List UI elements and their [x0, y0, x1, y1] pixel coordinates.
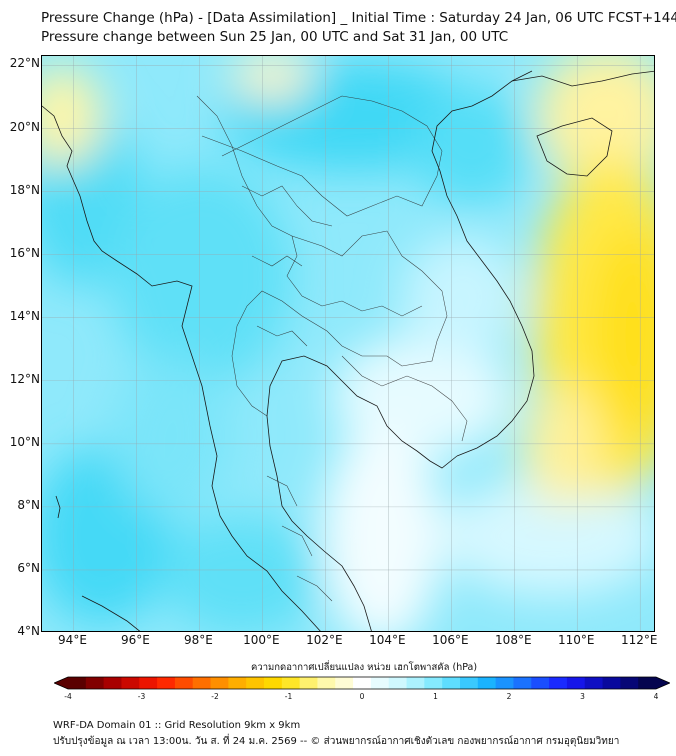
colorbar-tick-label: -3: [137, 692, 146, 701]
colorbar-cell: [566, 677, 586, 689]
chart-subtitle: Pressure change between Sun 25 Jan, 00 U…: [41, 29, 509, 45]
latitude-tick-label: 16°N: [9, 245, 40, 260]
colorbar-cell: [335, 677, 354, 689]
longitude-tick-label: 96°E: [121, 633, 150, 647]
admin-borders: [196, 95, 468, 602]
colorbar: [54, 676, 670, 690]
latitude-tick-label: 14°N: [9, 308, 40, 323]
colorbar-cell: [531, 677, 550, 689]
coastline-malay-west: [211, 455, 321, 631]
colorbar-tick-label: -4: [64, 692, 72, 701]
longitude-tick-label: 106°E: [432, 633, 469, 647]
colorbar-cell: [246, 677, 265, 689]
longitude-tick-label: 104°E: [369, 633, 406, 647]
colorbar-tick-label: 3: [580, 692, 585, 701]
colorbar-tick-label: 0: [359, 692, 365, 701]
latitude-tick-label: 20°N: [9, 119, 40, 134]
latitude-tick-label: 6°N: [17, 560, 40, 575]
colorbar-cell: [103, 677, 122, 689]
graticule: [42, 56, 654, 631]
colorbar-cell: [513, 677, 532, 689]
border-thailand: [196, 95, 448, 417]
colorbar-cell: [442, 677, 461, 689]
colorbar-cell: [353, 677, 372, 689]
colorbar-cell: [281, 677, 301, 689]
coastline-vietnam: [431, 70, 535, 457]
colorbar-cell: [424, 677, 443, 689]
border-province-2: [241, 185, 333, 227]
latitude-tick-label: 12°N: [9, 371, 40, 386]
colorbar-cell: [210, 677, 229, 689]
colorbar-cell: [68, 677, 87, 689]
colorbar-cell: [317, 677, 336, 689]
colorbar-cell: [388, 677, 408, 689]
colorbar-cell: [174, 677, 194, 689]
map-canvas: [42, 56, 654, 631]
latitude-tick-label: 10°N: [9, 434, 40, 449]
colorbar-cell: [139, 677, 158, 689]
colorbar-tick-label: 2: [506, 692, 512, 701]
colorbar-cell: [495, 677, 514, 689]
colorbar-extend-max: [656, 677, 670, 689]
coastline-hainan: [536, 117, 613, 177]
latitude-tick-label: 18°N: [9, 182, 40, 197]
colorbar-tick-label: 4: [653, 692, 659, 701]
colorbar-cell: [620, 677, 639, 689]
colorbar-cell: [157, 677, 176, 689]
map-panel: [41, 55, 655, 632]
latitude-tick-label: 4°N: [17, 624, 40, 638]
longitude-tick-label: 102°E: [306, 633, 343, 647]
colorbar-title: ความกดอากาศเปลี่ยนแปลง หน่วย เฮกโตพาสคัล…: [251, 662, 478, 673]
colorbar-tick-label: 1: [433, 692, 438, 701]
colorbar-cell: [370, 677, 390, 689]
colorbar-tick-label: -2: [211, 692, 219, 701]
footer-model-info: WRF-DA Domain 01 :: Grid Resolution 9km …: [53, 720, 301, 731]
coastline-sumatra: [81, 595, 141, 631]
colorbar-tick-label: -1: [284, 692, 293, 701]
colorbar-cell: [406, 677, 425, 689]
coastlines: [42, 70, 654, 631]
pressure-field: [42, 56, 654, 631]
colorbar-cell: [477, 677, 497, 689]
colorbar-cell: [121, 677, 140, 689]
longitude-tick-label: 98°E: [183, 633, 213, 647]
colorbar-cell: [264, 677, 283, 689]
footer-update-info: ปรับปรุงข้อมูล ณ เวลา 13:00น. วัน ส. ที่…: [53, 736, 620, 747]
longitude-tick-label: 112°E: [621, 633, 658, 647]
border-province-3: [251, 255, 308, 347]
longitude-tick-label: 94°E: [58, 633, 87, 647]
colorbar-cell: [192, 677, 212, 689]
coastline-china: [511, 70, 654, 87]
colorbar-cell: [602, 677, 621, 689]
latitude-tick-label: 22°N: [9, 56, 40, 71]
colorbar-extend-min: [54, 677, 68, 689]
chart-title: Pressure Change (hPa) - [Data Assimilati…: [41, 10, 676, 26]
border-province-1: [286, 235, 423, 317]
border-laos: [201, 95, 443, 217]
coastline-andaman: [55, 495, 61, 519]
colorbar-outline: [54, 676, 670, 690]
colorbar-cell: [638, 677, 657, 689]
colorbar-cell: [460, 677, 479, 689]
colorbar-cell: [299, 677, 318, 689]
colorbar-cell: [85, 677, 105, 689]
colorbar-cell: [228, 677, 247, 689]
colorbar-cell: [549, 677, 568, 689]
latitude-tick-label: 8°N: [17, 497, 40, 512]
border-cambodia: [341, 355, 468, 442]
coastline-gulf-of-thailand: [266, 355, 458, 631]
longitude-tick-label: 100°E: [243, 633, 280, 647]
longitude-tick-label: 108°E: [495, 633, 532, 647]
coastline-myanmar: [42, 105, 218, 457]
colorbar-cell: [584, 677, 604, 689]
border-province-4: [266, 475, 333, 602]
longitude-tick-label: 110°E: [558, 633, 595, 647]
